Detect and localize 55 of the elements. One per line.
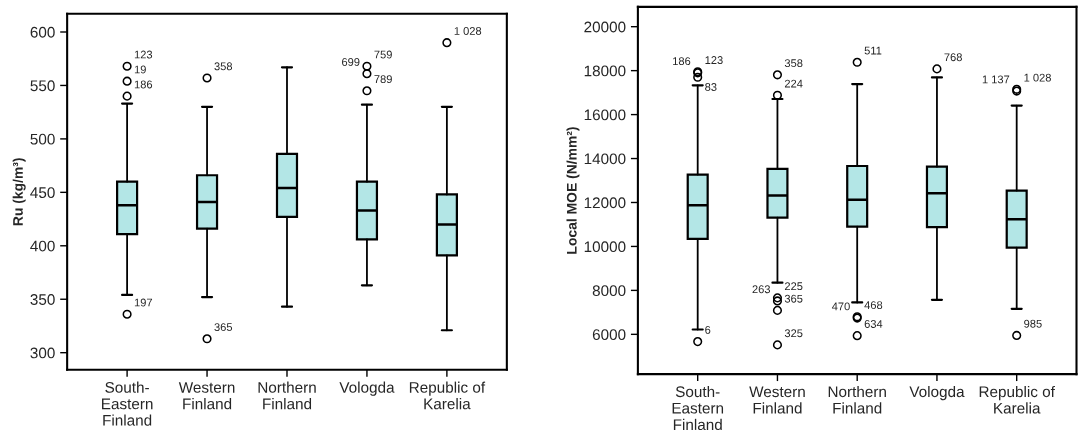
- y-tick-label: 400: [30, 240, 55, 252]
- annotation: 365: [784, 294, 803, 303]
- y-tick-label: 10000: [584, 241, 626, 253]
- annotation: 1 028: [1024, 73, 1051, 82]
- annotation: 365: [214, 323, 233, 332]
- y-tick-label: 14000: [584, 153, 626, 165]
- annotation: 6: [705, 325, 711, 334]
- x-tick-label: Northern Finland: [828, 385, 886, 414]
- annotation: 358: [784, 59, 803, 68]
- y-tick-label: 6000: [592, 329, 626, 341]
- annotation: 759: [374, 50, 392, 59]
- annotation: 468: [864, 301, 883, 310]
- annotation: 224: [784, 79, 803, 88]
- annotation: 325: [784, 329, 803, 338]
- y-tick-label: 18000: [584, 65, 626, 77]
- y-tick-label: 450: [30, 187, 55, 199]
- x-tick-label: South- Eastern Finland: [672, 385, 724, 431]
- annotation: 19: [134, 65, 146, 74]
- y-axis-title: Ru (kg/m³): [12, 158, 26, 226]
- x-tick-label: Western Finland: [749, 386, 805, 414]
- y-tick-label: 300: [30, 347, 55, 359]
- annotation: 123: [705, 56, 723, 64]
- y-tick-label: 20000: [584, 21, 626, 33]
- y-axis-title: Local MOE (N/mm²): [566, 127, 580, 254]
- x-tick-label: South- Eastern Finland: [102, 381, 153, 426]
- annotation: 83: [705, 83, 717, 91]
- annotation: 197: [134, 298, 153, 307]
- annotation: 470: [831, 302, 850, 311]
- annotation: 225: [784, 282, 803, 291]
- annotation: 263: [752, 285, 771, 294]
- annotation: 699: [342, 58, 360, 66]
- y-tick-label: 350: [30, 294, 55, 305]
- y-tick-label: 8000: [592, 285, 626, 297]
- annotation: 358: [214, 62, 233, 71]
- y-tick-label: 16000: [584, 109, 626, 121]
- x-tick-label: Republic of Karelia: [409, 381, 486, 410]
- annotation: 768: [944, 53, 962, 62]
- annotation: 1 137: [982, 75, 1010, 84]
- annotation: 186: [134, 80, 153, 89]
- y-tick-label: 12000: [584, 197, 626, 209]
- x-tick-label: Vologda: [339, 381, 395, 396]
- y-tick-label: 500: [30, 133, 55, 145]
- y-tick-label: 600: [30, 26, 55, 38]
- x-tick-label: Republic of Karelia: [979, 385, 1055, 414]
- y-tick-label: 550: [30, 80, 55, 92]
- x-tick-label: Western Finland: [178, 382, 235, 410]
- x-tick-label: Vologda: [909, 385, 965, 401]
- annotation: 186: [673, 57, 691, 66]
- annotation: 511: [864, 46, 882, 55]
- annotation: 1 028: [454, 27, 482, 35]
- x-tick-label: Northern Finland: [258, 381, 316, 410]
- annotation: 789: [374, 75, 392, 84]
- annotation: 123: [134, 50, 153, 59]
- annotation: 634: [864, 320, 883, 328]
- annotation: 985: [1024, 319, 1042, 328]
